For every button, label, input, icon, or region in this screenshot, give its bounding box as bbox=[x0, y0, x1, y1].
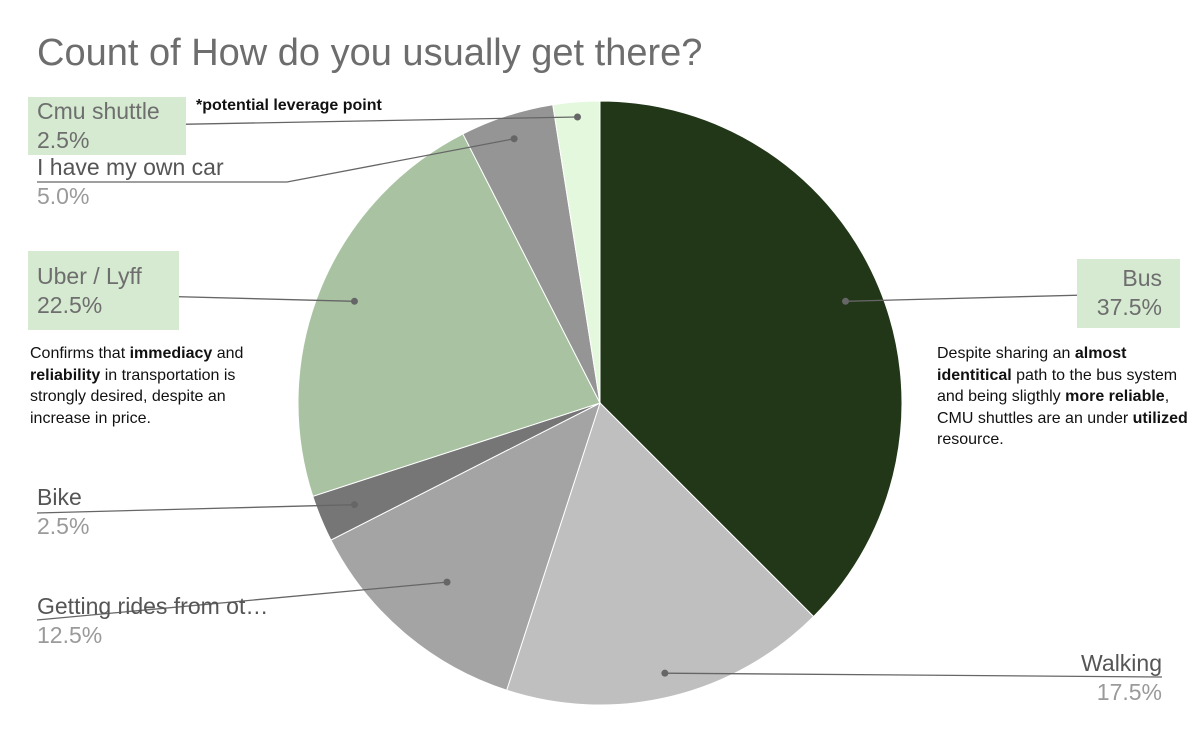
slice-walking bbox=[506, 402, 815, 706]
label-cmu-shuttle: Cmu shuttle 2.5% bbox=[28, 97, 186, 155]
leader-line bbox=[37, 138, 515, 183]
label-value: 2.5% bbox=[37, 127, 90, 153]
slice-uber-lyff bbox=[297, 133, 601, 497]
slice-cmu-shuttle bbox=[552, 100, 601, 404]
annotation-run: , CMU shuttles are an under bbox=[937, 388, 1170, 427]
annotation-run: utilized bbox=[1132, 409, 1188, 427]
slice-bus bbox=[599, 100, 903, 618]
label-walking: Walking 17.5% bbox=[1020, 649, 1162, 707]
leader-line bbox=[664, 672, 1163, 678]
uber-annotation: Confirms that immediacy and reliability … bbox=[30, 343, 280, 429]
annotation-run: Despite sharing an bbox=[937, 345, 1075, 362]
label-name: Uber / Lyff bbox=[37, 263, 142, 289]
leader-dot bbox=[510, 135, 518, 143]
label-name: Bike bbox=[37, 484, 82, 510]
label-name: Walking bbox=[1081, 650, 1162, 676]
annotation-run: Confirms that bbox=[30, 345, 130, 362]
annotation-run: almost identitical bbox=[937, 345, 1127, 384]
leader-dot bbox=[842, 297, 850, 305]
leverage-note: *potential leverage point bbox=[196, 97, 382, 114]
leader-dot bbox=[350, 297, 358, 305]
label-getting-rides: Getting rides from ot… 12.5% bbox=[37, 592, 268, 650]
label-name: Getting rides from ot… bbox=[37, 593, 269, 619]
annotation-run: resource. bbox=[937, 431, 1004, 448]
bus-annotation: Despite sharing an almost identitical pa… bbox=[937, 343, 1192, 451]
annotation-run: path to the bus system and being sligthl… bbox=[937, 366, 1178, 406]
annotation-run: in transportation is strongly desired, d… bbox=[30, 366, 236, 427]
leader-dot bbox=[661, 669, 669, 677]
label-value: 5.0% bbox=[37, 183, 90, 209]
label-uber-lyff: Uber / Lyff 22.5% bbox=[28, 251, 179, 330]
annotation-run: immediacy bbox=[129, 345, 213, 362]
label-value: 22.5% bbox=[37, 292, 103, 318]
label-name: Bus bbox=[1122, 265, 1162, 291]
label-value: 2.5% bbox=[37, 513, 90, 539]
label-name: I have my own car bbox=[37, 154, 224, 180]
label-bike: Bike 2.5% bbox=[37, 483, 89, 541]
annotation-run: more reliable bbox=[1065, 388, 1165, 405]
leader-line bbox=[36, 504, 355, 514]
label-value: 17.5% bbox=[1096, 679, 1162, 705]
leader-dot bbox=[573, 113, 581, 121]
label-name: Cmu shuttle bbox=[37, 98, 160, 124]
label-value: 12.5% bbox=[37, 622, 103, 648]
leader-line bbox=[36, 581, 448, 621]
chart-title: Count of How do you usually get there? bbox=[37, 32, 703, 74]
label-value: 37.5% bbox=[1096, 294, 1162, 320]
leader-dot bbox=[350, 501, 358, 509]
label-own-car: I have my own car 5.0% bbox=[37, 153, 224, 211]
slice-getting-rides bbox=[330, 402, 601, 691]
annotation-run: and bbox=[212, 345, 244, 362]
leader-dot bbox=[443, 578, 451, 586]
label-bus: Bus 37.5% bbox=[1077, 259, 1180, 328]
annotation-run: reliability bbox=[30, 366, 101, 384]
